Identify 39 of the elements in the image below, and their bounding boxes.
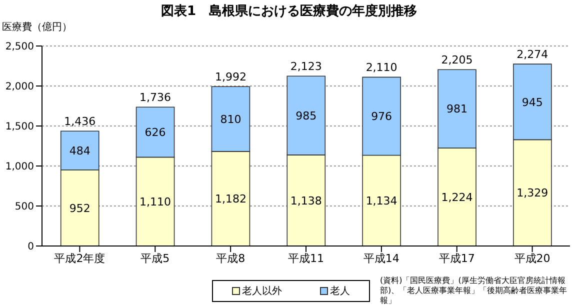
y-tick-label: 500 [14, 202, 34, 213]
data-label: 952 [69, 202, 90, 215]
x-tick-label: 平成5 [140, 252, 170, 265]
data-label: 981 [446, 102, 468, 116]
x-tick-label: 平成11 [288, 252, 324, 265]
x-tick-label: 平成17 [438, 252, 475, 265]
data-label: 945 [522, 96, 543, 109]
data-label: 985 [296, 109, 317, 122]
y-tick-label: 1,500 [5, 122, 34, 133]
x-tick-label: 平成20 [514, 252, 550, 265]
total-label: 1,736 [140, 91, 172, 104]
data-label: 810 [220, 112, 242, 126]
x-tick-label: 平成8 [216, 252, 246, 265]
data-label: 976 [371, 110, 392, 124]
data-label: 484 [69, 144, 90, 158]
chart-title: 図表1 島根県における医療費の年度別推移 [160, 2, 418, 20]
y-tick-label: 2,500 [5, 42, 34, 53]
data-label: 626 [144, 126, 166, 140]
data-label: 1,134 [366, 194, 398, 208]
data-label: 1,110 [140, 196, 172, 209]
y-tick-label: 2,000 [5, 82, 34, 93]
total-label: 1,436 [64, 115, 96, 128]
data-label: 1,224 [441, 190, 473, 204]
x-tick-label: 平成14 [363, 252, 400, 265]
total-label: 2,205 [441, 54, 473, 67]
data-label: 1,138 [290, 194, 322, 208]
total-label: 2,274 [516, 48, 548, 62]
y-tick-label: 1,000 [5, 162, 34, 173]
y-tick-label: 0 [28, 242, 34, 253]
legend-label: 老人以外 [242, 284, 282, 298]
y-axis-title: 医療費（億円） [2, 20, 72, 34]
x-tick-label: 平成2年度 [54, 252, 106, 265]
text: (資料)「国民医療費」(厚生労働省大臣官房統計情報部)、「老人医療事業年報」「後期高齢者医療事業年報」 [380, 276, 568, 306]
total-label: 2,110 [366, 61, 398, 74]
data-label: 1,329 [516, 186, 548, 200]
total-label: 1,992 [214, 70, 246, 84]
total-label: 2,123 [290, 60, 322, 74]
legend-label: 老人 [330, 284, 350, 298]
data-label: 1,182 [214, 192, 246, 206]
